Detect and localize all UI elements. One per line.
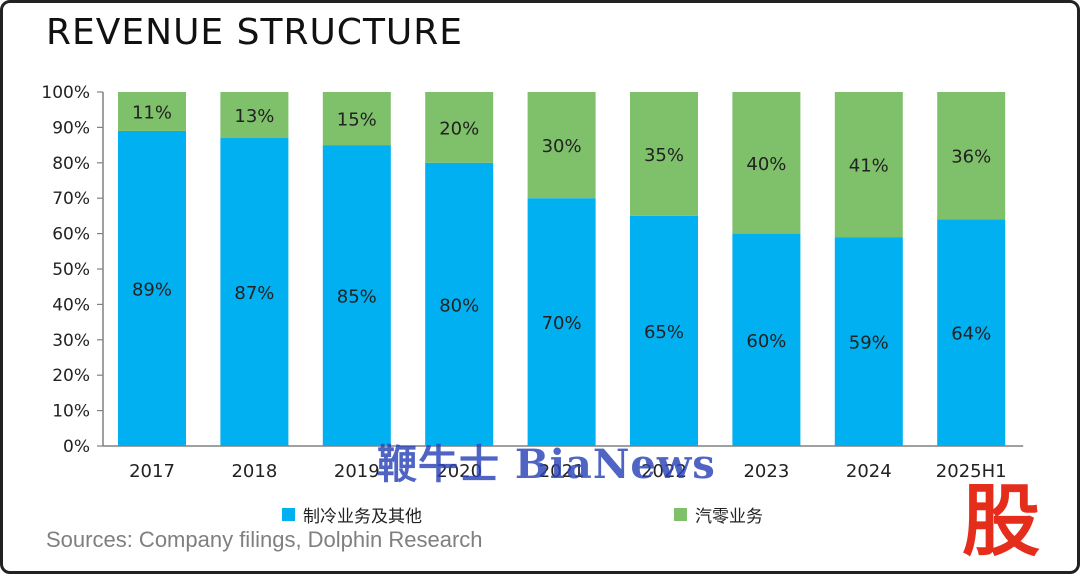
legend-label-series-1: 制冷业务及其他 xyxy=(303,506,422,527)
data-label: 11% xyxy=(132,102,172,123)
y-tick-label: 0% xyxy=(63,437,90,457)
bar-segment xyxy=(220,92,289,139)
y-tick-label: 50% xyxy=(52,260,90,280)
y-tick-label: 100% xyxy=(41,83,90,103)
data-label: 85% xyxy=(337,287,377,308)
data-label: 70% xyxy=(542,313,582,334)
data-label: 35% xyxy=(644,145,684,166)
bar-segment xyxy=(527,92,596,199)
bar-segment xyxy=(322,145,391,446)
bar-segment xyxy=(732,233,801,446)
bar-segment xyxy=(732,92,801,234)
data-label: 40% xyxy=(746,154,786,175)
data-label: 15% xyxy=(337,110,377,131)
data-label: 13% xyxy=(234,106,274,127)
x-tick-label: 2025H1 xyxy=(936,461,1007,482)
bar-segment xyxy=(937,219,1006,446)
data-label: 64% xyxy=(951,324,991,345)
bar-segment xyxy=(630,92,698,216)
data-label: 87% xyxy=(234,283,274,304)
x-tick-label: 2021 xyxy=(539,461,585,482)
x-tick-label: 2017 xyxy=(129,461,175,482)
legend-label-series-2: 汽零业务 xyxy=(695,506,763,527)
bar-segment xyxy=(834,237,903,446)
source-note: Sources: Company filings, Dolphin Resear… xyxy=(46,527,483,552)
bar-segment xyxy=(425,92,494,163)
data-label: 80% xyxy=(439,295,479,316)
bar-segment xyxy=(527,198,596,446)
data-label: 89% xyxy=(132,279,172,300)
x-tick-label: 2018 xyxy=(231,461,277,482)
y-tick-label: 60% xyxy=(52,225,90,245)
bar-segment xyxy=(834,92,903,238)
bar-segment xyxy=(220,138,289,446)
y-tick-label: 70% xyxy=(52,189,90,209)
x-tick-label: 2023 xyxy=(743,461,789,482)
data-label: 41% xyxy=(849,156,889,177)
data-label: 65% xyxy=(644,322,684,343)
y-tick-label: 40% xyxy=(52,295,90,315)
x-tick-label: 2019 xyxy=(334,461,380,482)
bar-segment xyxy=(937,92,1006,220)
bianews-watermark: 鞭牛士 BiaNews xyxy=(377,441,716,488)
bar-segment xyxy=(630,215,698,446)
bar-segment xyxy=(425,162,494,447)
legend-item-series-2: 汽零业务 xyxy=(674,503,763,527)
y-tick-label: 20% xyxy=(52,366,90,386)
legend-swatch-series-1 xyxy=(282,507,295,521)
data-label: 60% xyxy=(746,331,786,352)
data-label: 36% xyxy=(951,147,991,168)
x-tick-label: 2024 xyxy=(846,461,892,482)
y-tick-label: 90% xyxy=(52,118,90,138)
y-tick-label: 10% xyxy=(52,402,90,422)
data-label: 59% xyxy=(849,333,889,354)
bar-segment xyxy=(118,92,186,131)
y-tick-label: 30% xyxy=(52,331,90,351)
data-label: 30% xyxy=(542,136,582,157)
bar-segment xyxy=(118,130,186,446)
chart-title: REVENUE STRUCTURE xyxy=(46,12,464,53)
legend-item-series-1: 制冷业务及其他 xyxy=(282,503,422,527)
legend-swatch-series-2 xyxy=(674,507,687,521)
stock-logo: 股 xyxy=(962,477,1041,567)
x-tick-label: 2022 xyxy=(641,461,687,482)
bar-segment xyxy=(322,92,391,146)
y-tick-label: 80% xyxy=(52,154,90,174)
x-tick-label: 2020 xyxy=(436,461,482,482)
data-label: 20% xyxy=(439,118,479,139)
